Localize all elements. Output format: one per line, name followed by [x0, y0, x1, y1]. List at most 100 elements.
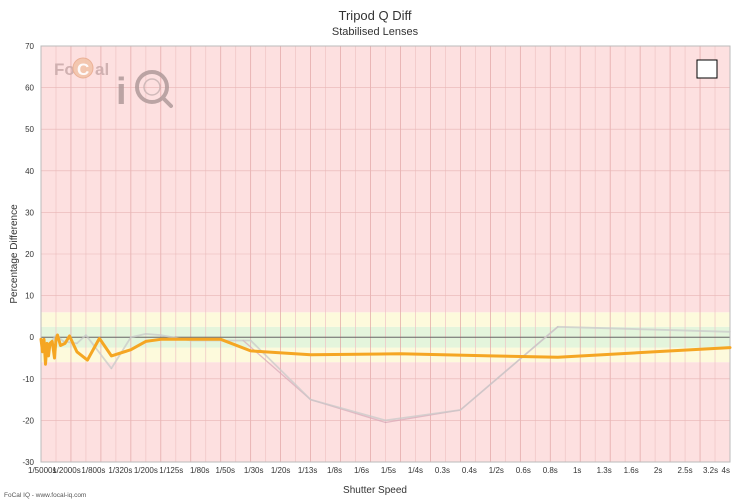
series-point — [384, 419, 387, 421]
plot-frame — [40, 45, 731, 463]
x-tick-label: 1/20s — [271, 466, 291, 475]
y-tick-label: 10 — [25, 292, 34, 301]
series-point — [160, 334, 162, 336]
series-point — [145, 340, 147, 342]
x-tick-label: 1.3s — [597, 466, 612, 475]
x-tick-label: 1/6s — [354, 466, 369, 475]
x-tick-label: 1/80s — [190, 466, 210, 475]
x-tick-label: 2s — [654, 466, 662, 475]
series-point — [160, 338, 162, 340]
series-point — [68, 335, 71, 337]
x-tick-label: 4s — [722, 466, 730, 475]
x-tick-label: 0.4s — [462, 466, 477, 475]
x-tick-label: 2.5s — [678, 466, 693, 475]
series-point — [85, 334, 87, 336]
series-point — [250, 350, 252, 352]
series-point — [729, 347, 731, 349]
x-tick-label: 1/30s — [244, 466, 264, 475]
series-point — [56, 334, 59, 336]
series-line — [39, 333, 732, 366]
series-point — [47, 355, 50, 357]
series-point — [384, 421, 387, 424]
series-point — [557, 356, 559, 358]
brand-text-i: i — [116, 71, 127, 113]
series-point — [53, 357, 56, 359]
series-point — [76, 342, 78, 345]
x-tick-label: 1/4s — [408, 466, 423, 475]
x-tick-label: 1/5s — [381, 466, 396, 475]
y-tick-label: -30 — [22, 458, 34, 467]
series-point — [59, 344, 62, 347]
brand-text-mid: C — [77, 60, 89, 79]
series-point — [310, 399, 312, 401]
series-point — [110, 367, 112, 369]
chart-subtitle: Stabilised Lenses — [332, 26, 419, 38]
series-point — [62, 340, 65, 342]
brand-text-right: al — [95, 60, 109, 79]
series-point — [310, 354, 312, 356]
x-tick-label: 1/200s — [134, 466, 158, 475]
series-point — [729, 331, 731, 333]
series-point — [49, 342, 51, 345]
series-point — [190, 338, 192, 340]
series-layer — [39, 325, 732, 424]
series-point — [55, 338, 57, 340]
x-tick-label: 3.2s — [703, 466, 718, 475]
y-tick-label: 0 — [30, 333, 35, 342]
x-tick-label: 1/125s — [159, 466, 183, 475]
series-point — [654, 351, 656, 353]
x-tick-label: 1.6s — [624, 466, 639, 475]
y-tick-label: 50 — [25, 125, 34, 134]
y-axis-label: Percentage Difference — [9, 204, 20, 304]
series-point — [130, 349, 132, 351]
series-point — [98, 337, 101, 340]
series-point — [399, 353, 402, 355]
series-point — [557, 326, 559, 328]
focal-iq-watermark: Fo C al i — [54, 57, 173, 113]
series-point — [130, 336, 132, 338]
x-tick-label: 1/8s — [327, 466, 342, 475]
y-tick-label: -20 — [22, 416, 34, 425]
series-point — [220, 338, 222, 340]
y-tick-label: 70 — [25, 42, 34, 51]
x-tick-label: 1/320s — [108, 466, 132, 475]
footer-credit: FoCal IQ - www.focal-iq.com — [4, 492, 86, 499]
series-point — [40, 338, 42, 340]
series-point — [64, 342, 66, 345]
y-tick-label: 20 — [25, 250, 34, 259]
x-tick-label: 1/5000s — [28, 466, 56, 475]
series-point — [489, 355, 491, 357]
x-tick-label: 1s — [573, 466, 581, 475]
series-point — [86, 359, 89, 361]
x-tick-label: 1/50s — [215, 466, 235, 475]
series-point — [110, 355, 112, 357]
x-axis-label: Shutter Speed — [343, 485, 407, 496]
series-point — [44, 363, 47, 365]
series-point — [250, 339, 252, 342]
brand-c-circle-icon — [72, 57, 94, 79]
x-tick-label: 1/2000s — [52, 466, 80, 475]
x-tick-label: 1/13s — [298, 466, 318, 475]
series-point — [43, 338, 45, 340]
series-point — [145, 333, 147, 335]
x-tick-label: 0.3s — [435, 466, 450, 475]
magnifier-q-icon — [135, 70, 173, 108]
y-tick-label: 60 — [25, 84, 34, 93]
x-tick-label: 0.8s — [543, 466, 558, 475]
x-tick-label: 1/800s — [81, 466, 105, 475]
chart-title: Tripod Q Diff — [339, 8, 412, 23]
y-axis-ticks: 70 60 50 40 30 20 10 0 -10 -20 -30 — [22, 42, 34, 467]
y-tick-label: -10 — [22, 375, 34, 384]
series-point — [459, 409, 461, 411]
y-tick-label: 40 — [25, 167, 34, 176]
series-point — [76, 351, 78, 353]
brand-text-left: Fo — [54, 60, 75, 79]
series-point — [51, 340, 53, 342]
x-tick-label: 0.6s — [516, 466, 531, 475]
x-tick-label: 1/2s — [489, 466, 504, 475]
legend-toggle-checkbox[interactable] — [696, 59, 718, 79]
series-point — [46, 342, 48, 345]
series-point — [41, 351, 44, 353]
